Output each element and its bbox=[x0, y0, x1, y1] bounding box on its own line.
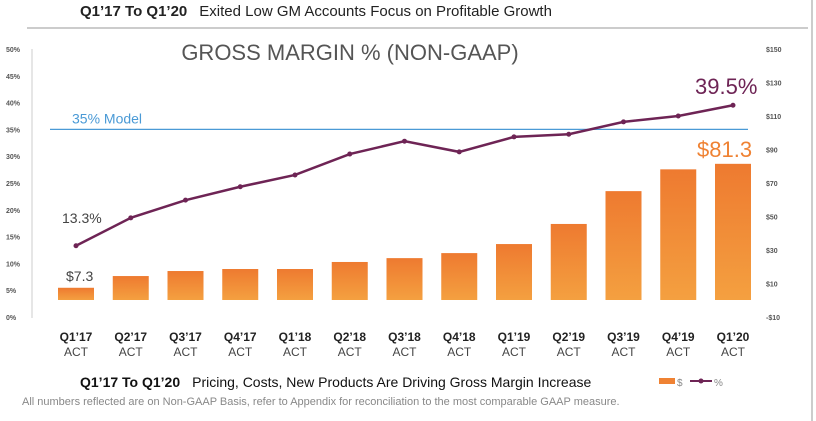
margin-point-11 bbox=[675, 113, 681, 119]
header-bold: Q1’17 To Q1’20 bbox=[80, 3, 187, 20]
margin-point-6 bbox=[402, 138, 407, 144]
x-tick-sublabel: ACT bbox=[557, 345, 582, 359]
bar-4 bbox=[277, 269, 313, 300]
right-axis-tick: $50 bbox=[766, 214, 778, 221]
bar-7 bbox=[441, 253, 478, 300]
right-axis-tick: $90 bbox=[766, 147, 778, 154]
margin-point-2 bbox=[183, 197, 188, 203]
right-axis-tick: -$10 bbox=[766, 315, 780, 322]
bar-0 bbox=[58, 287, 94, 300]
x-tick-sublabel: ACT bbox=[721, 345, 746, 359]
bar-8 bbox=[496, 244, 532, 300]
first-pct-label: 13.3% bbox=[62, 210, 102, 226]
x-tick-sublabel: ACT bbox=[174, 345, 199, 359]
margin-point-3 bbox=[237, 184, 243, 190]
x-tick-label: Q2’19 bbox=[552, 330, 585, 344]
legend: $ % bbox=[659, 378, 723, 389]
x-tick-sublabel: ACT bbox=[338, 345, 363, 359]
left-axis-tick: 45% bbox=[6, 74, 21, 81]
left-axis-tick: 40% bbox=[6, 101, 21, 108]
right-axis-tick: $30 bbox=[766, 248, 778, 255]
reference-line-label: 35% Model bbox=[72, 110, 142, 126]
bar-11 bbox=[660, 169, 697, 300]
left-axis-tick: 5% bbox=[6, 288, 17, 295]
x-tick-label: Q4’17 bbox=[224, 330, 257, 344]
margin-point-8 bbox=[511, 134, 517, 140]
right-axis-tick: $110 bbox=[766, 114, 781, 121]
margin-point-4 bbox=[292, 172, 298, 178]
x-tick-sublabel: ACT bbox=[228, 345, 253, 359]
x-tick-sublabel: ACT bbox=[64, 345, 89, 359]
margin-point-1 bbox=[128, 215, 134, 221]
x-tick-sublabel: ACT bbox=[283, 345, 308, 359]
bar-12 bbox=[715, 163, 751, 300]
margin-point-7 bbox=[456, 149, 462, 155]
margin-point-9 bbox=[566, 131, 572, 137]
x-tick-label: Q3’18 bbox=[388, 330, 421, 344]
right-axis-tick: $150 bbox=[766, 47, 782, 54]
bar-10 bbox=[605, 191, 642, 300]
x-tick-label: Q1’17 bbox=[60, 330, 93, 344]
bar-1 bbox=[112, 276, 149, 300]
left-axis-tick: 35% bbox=[6, 127, 21, 134]
legend-bar-label: $ bbox=[677, 378, 683, 389]
x-tick-label: Q4’18 bbox=[443, 330, 476, 344]
header-text: Q1’17 To Q1’20 Exited Low GM Accounts Foc… bbox=[80, 3, 552, 20]
legend-line-marker bbox=[698, 378, 704, 384]
chart-title: GROSS MARGIN % (NON-GAAP) bbox=[181, 40, 518, 65]
left-axis-tick: 50% bbox=[6, 47, 21, 54]
margin-point-10 bbox=[621, 119, 626, 125]
bar-9 bbox=[550, 223, 587, 300]
x-tick-label: Q3’19 bbox=[607, 330, 640, 344]
x-tick-label: Q2’18 bbox=[333, 330, 366, 344]
right-axis-tick: $130 bbox=[766, 80, 782, 87]
legend-line-label: % bbox=[714, 378, 723, 389]
last-pct-label: 39.5% bbox=[695, 74, 757, 99]
first-usd-label: $7.3 bbox=[66, 268, 93, 284]
legend-bar-swatch bbox=[659, 378, 675, 384]
left-axis-tick: 15% bbox=[6, 235, 21, 242]
bar-3 bbox=[222, 269, 259, 300]
x-tick-sublabel: ACT bbox=[447, 345, 472, 359]
margin-point-5 bbox=[347, 151, 353, 157]
x-tick-label: Q2’17 bbox=[114, 330, 147, 344]
x-tick-label: Q1’18 bbox=[279, 330, 312, 344]
margin-point-0 bbox=[73, 243, 79, 249]
x-tick-sublabel: ACT bbox=[119, 345, 144, 359]
margin-point-12 bbox=[730, 102, 736, 108]
x-tick-label: Q1’20 bbox=[717, 330, 750, 344]
x-tick-sublabel: ACT bbox=[612, 345, 637, 359]
right-axis-tick: $70 bbox=[766, 181, 778, 188]
x-tick-label: Q1’19 bbox=[498, 330, 531, 344]
left-axis-tick: 25% bbox=[6, 181, 21, 188]
last-usd-label: $81.3 bbox=[697, 137, 752, 162]
right-axis-tick: $10 bbox=[766, 281, 778, 288]
left-axis-tick: 10% bbox=[6, 261, 21, 268]
bar-2 bbox=[167, 271, 204, 300]
footer-note: All numbers reflected are on Non-GAAP Ba… bbox=[22, 396, 620, 408]
left-axis-tick: 30% bbox=[6, 154, 21, 161]
left-axis-tick: 0% bbox=[6, 315, 17, 322]
x-tick-sublabel: ACT bbox=[502, 345, 527, 359]
x-tick-label: Q4’19 bbox=[662, 330, 695, 344]
x-tick-sublabel: ACT bbox=[393, 345, 418, 359]
header-subtext: Exited Low GM Accounts Focus on Profitab… bbox=[199, 3, 552, 20]
footer-headline: Q1’17 To Q1’20 Pricing, Costs, New Produc… bbox=[80, 374, 591, 390]
left-axis-tick: 20% bbox=[6, 208, 21, 215]
bar-5 bbox=[331, 261, 368, 300]
bar-6 bbox=[386, 258, 423, 300]
x-tick-sublabel: ACT bbox=[666, 345, 691, 359]
x-tick-label: Q3’17 bbox=[169, 330, 202, 344]
